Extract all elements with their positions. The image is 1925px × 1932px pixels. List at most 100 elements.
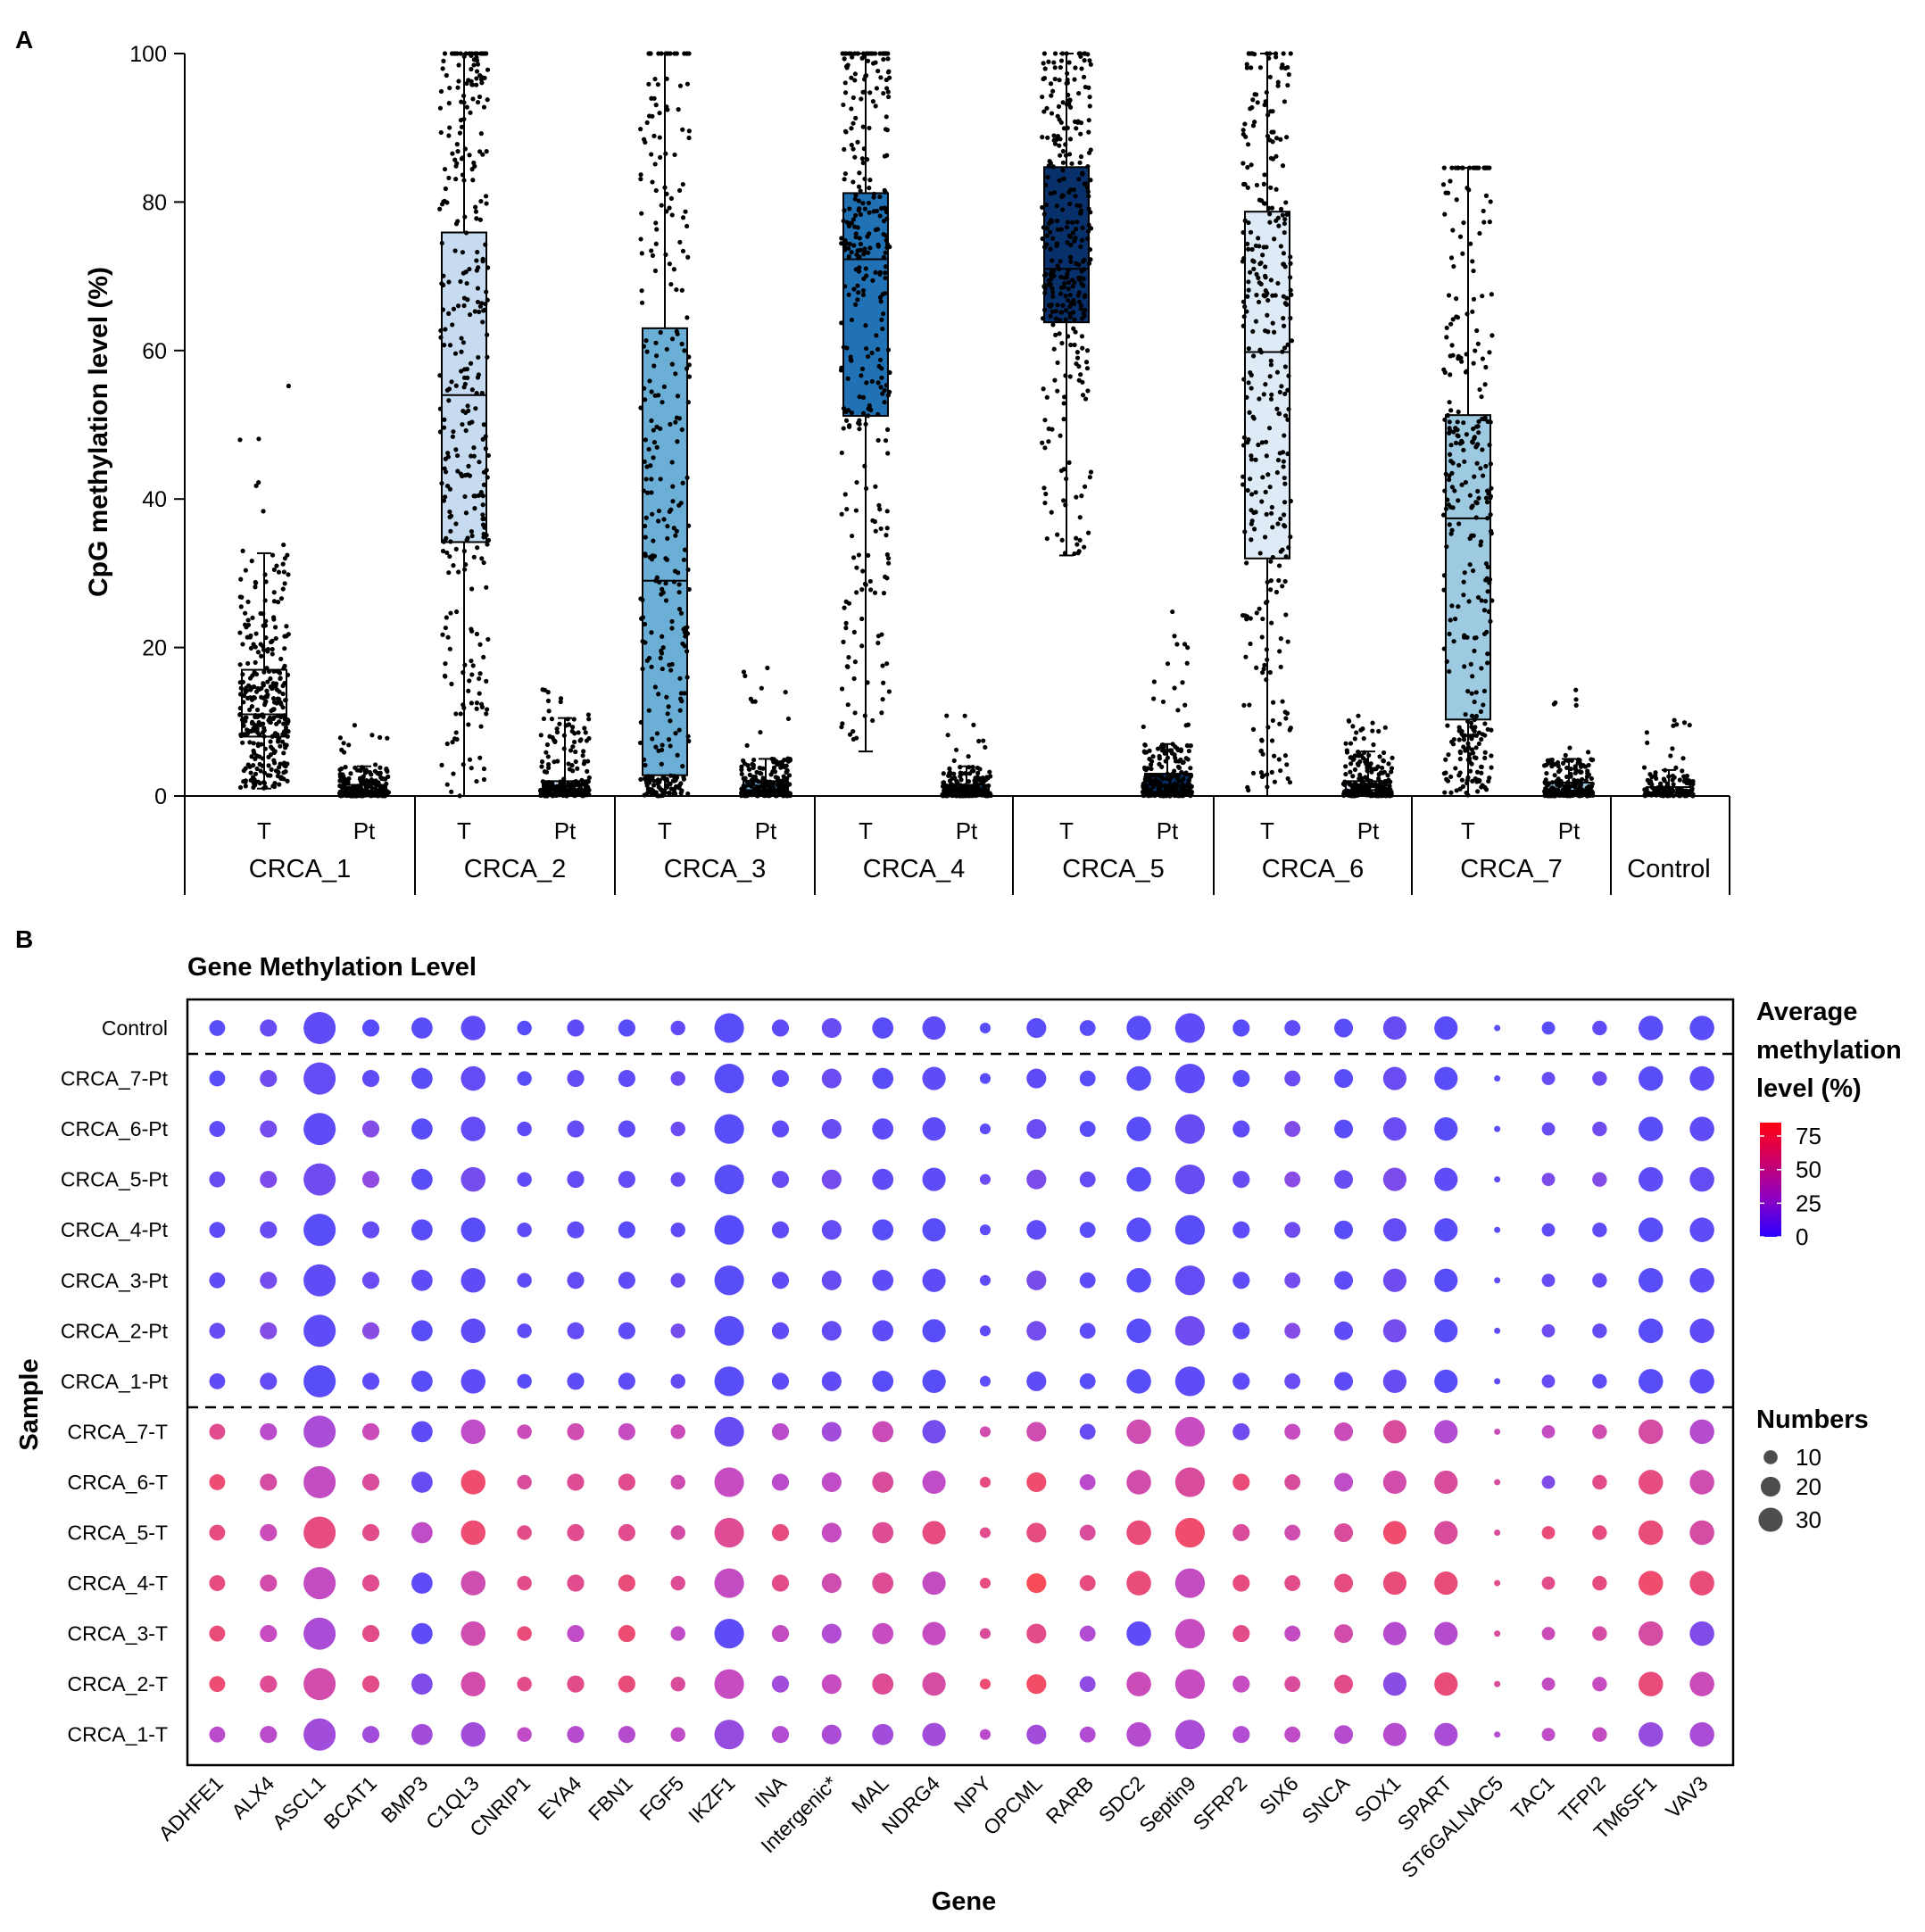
methylation-dot [1232,1069,1250,1088]
data-point [1156,786,1161,792]
data-point [839,725,844,730]
data-point [1059,340,1065,346]
data-point [469,626,474,632]
data-point [437,373,443,378]
methylation-dot [618,1322,635,1339]
data-point [842,605,847,610]
methylation-dot [361,1120,380,1138]
methylation-dot [1334,1119,1354,1139]
data-point [1546,782,1551,787]
data-point [951,791,957,797]
data-point [849,317,855,323]
data-point [1280,163,1286,169]
data-point [860,394,867,401]
data-point [258,713,263,718]
data-point [1456,409,1461,415]
methylation-dot [411,1118,433,1140]
data-point [870,717,875,724]
data-point [481,776,487,783]
methylation-dot [1592,1172,1607,1187]
data-point [552,739,558,744]
methylation-dot [1126,1217,1151,1242]
data-point [1557,767,1563,773]
sample-label: CRCA_4-T [68,1571,168,1595]
data-point [276,668,281,674]
data-point [270,784,276,789]
data-point [1673,765,1679,770]
methylation-dot [1689,1116,1714,1141]
data-point [950,775,955,781]
methylation-dot [361,1574,380,1592]
data-point [1265,51,1270,56]
methylation-dot [922,1621,946,1646]
methylation-dot [670,1172,685,1187]
methylation-dot [872,1723,894,1745]
data-point [654,575,660,580]
data-point [856,420,861,426]
data-point [878,75,884,80]
data-point [869,350,875,356]
data-point [870,99,876,104]
methylation-dot [618,1625,635,1643]
methylation-dot [979,1274,992,1286]
data-point [1485,419,1490,424]
data-point [478,131,484,137]
data-point [857,265,862,270]
data-point [474,701,480,706]
data-point [467,311,473,318]
data-point [1065,77,1070,83]
data-point [1668,753,1673,759]
data-point [1260,616,1265,622]
data-point [678,781,684,786]
data-point [238,732,244,737]
data-point [1275,83,1281,88]
data-point [238,576,244,582]
data-point [1042,290,1048,295]
data-point [879,375,884,380]
data-point [1364,775,1369,781]
data-point [839,450,844,456]
data-point [977,767,983,772]
data-point [1467,562,1473,568]
data-point [1085,189,1091,195]
methylation-dot [361,1726,380,1744]
data-point [860,89,866,95]
data-point [1050,427,1055,432]
data-point [1448,255,1455,261]
data-point [1176,778,1182,784]
methylation-dot [1126,1571,1151,1596]
methylation-dot [771,1272,790,1289]
data-point [843,599,849,604]
data-point [283,725,289,731]
data-point [281,542,286,548]
data-point [1448,372,1453,377]
methylation-dot [1284,1272,1301,1289]
data-point [438,335,444,340]
data-point [1141,792,1146,799]
data-point [884,526,890,531]
data-point [669,336,676,342]
data-point [1474,769,1481,775]
methylation-dot [303,1668,336,1701]
data-point [1357,772,1363,777]
data-point [270,552,276,558]
data-point [1066,152,1073,157]
data-point [1076,549,1082,554]
data-point [1051,269,1057,274]
data-point [1479,598,1484,603]
y-tick-label: 0 [154,784,167,809]
data-point [1282,229,1287,236]
data-point [1264,511,1269,517]
data-point [1064,51,1069,56]
data-point [455,303,461,309]
data-point [472,309,477,314]
methylation-dot [1592,1222,1607,1238]
data-point [1268,578,1274,584]
methylation-dot [670,1575,685,1591]
data-point [1470,309,1475,314]
methylation-dot [1126,1671,1151,1696]
data-point [1256,236,1261,241]
data-point [1251,259,1257,264]
methylation-dot [1541,1173,1556,1187]
data-point [641,344,647,349]
